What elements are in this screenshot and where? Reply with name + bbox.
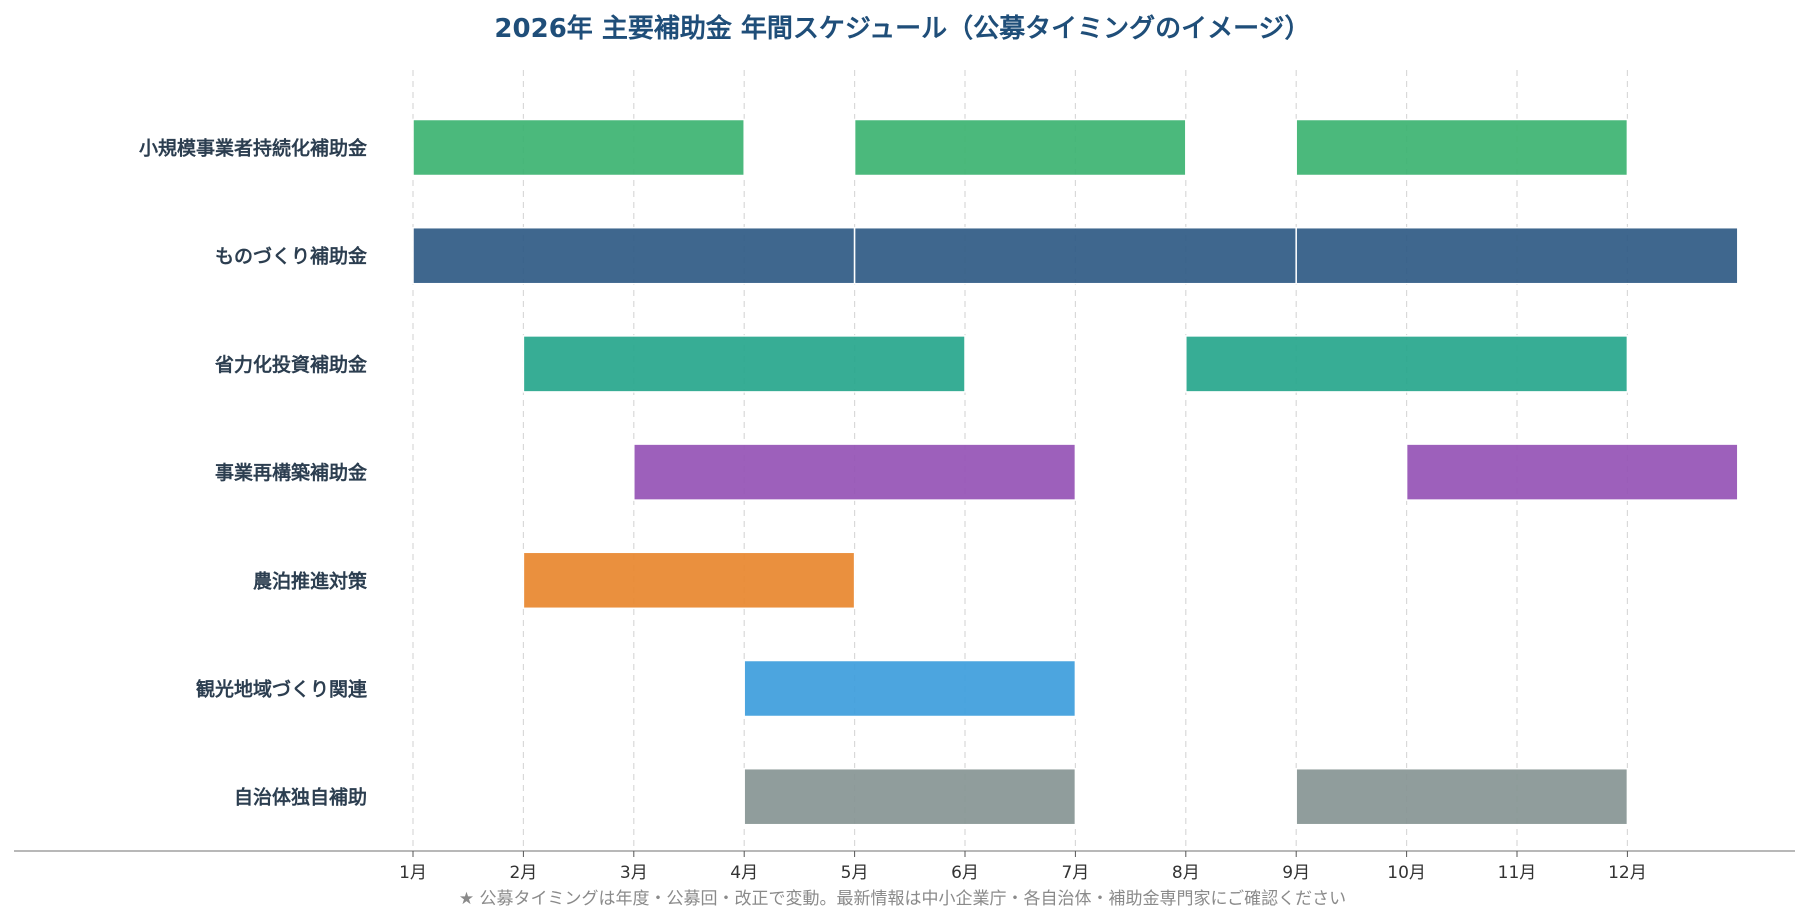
schedule-bar [853,226,1297,285]
x-tick-label: 9月 [1282,863,1310,883]
x-tick-label: 11月 [1498,863,1537,883]
schedule-bar [412,118,745,177]
x-tick-label: 5月 [841,863,869,883]
x-tick-label: 7月 [1061,863,1089,883]
category-label: 農泊推進対策 [253,569,368,592]
x-tick-label: 10月 [1387,863,1426,883]
x-tick-label: 12月 [1608,863,1647,883]
schedule-bar [1405,443,1739,501]
x-tick-label: 1月 [399,863,427,883]
schedule-bar [743,767,1077,826]
category-label: 事業再構築補助金 [215,461,368,484]
schedule-bar [633,443,1077,501]
category-label: 自治体独自補助 [234,786,367,809]
schedule-bar [1295,118,1629,177]
schedule-bar [743,659,1077,718]
schedule-bar [522,335,966,393]
category-label: ものづくり補助金 [215,245,368,268]
category-label: 観光地域づくり関連 [196,678,368,701]
category-label: 省力化投資補助金 [214,353,368,376]
bars [412,118,1739,826]
category-label: 小規模事業者持続化補助金 [139,137,368,160]
x-tick-label: 8月 [1172,863,1200,883]
category-labels: 小規模事業者持続化補助金ものづくり補助金省力化投資補助金事業再構築補助金農泊推進… [139,137,368,809]
x-tick-label: 4月 [730,863,758,883]
schedule-bar [853,118,1187,177]
x-tick-label: 3月 [620,863,648,883]
schedule-bar [522,551,856,610]
schedule-bar [1295,226,1739,285]
x-tick-label: 2月 [509,863,537,883]
schedule-bar [1295,767,1629,826]
chart-title: 2026年 主要補助金 年間スケジュール（公募タイミングのイメージ） [494,14,1311,44]
x-axis-ticks: 1月 2月 3月 4月 5月 6月 7月 8月 9月 10月 11月 12月 [399,851,1647,883]
x-tick-label: 6月 [951,863,979,883]
schedule-bar [412,226,856,285]
schedule-bar [1185,335,1629,393]
footnote: ★ 公募タイミングは年度・公募回・改正で変動。最新情報は中小企業庁・各自治体・補… [458,889,1347,909]
